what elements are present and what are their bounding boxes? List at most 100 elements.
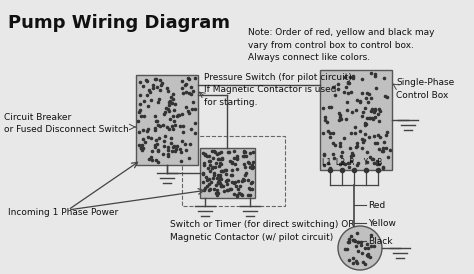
Point — [238, 193, 246, 197]
Point — [168, 149, 176, 153]
Point — [179, 79, 186, 83]
Point — [179, 124, 187, 129]
Point — [368, 109, 375, 113]
Point — [216, 173, 223, 177]
Point — [336, 115, 343, 119]
Point — [336, 112, 344, 117]
Point — [230, 192, 238, 196]
Point — [137, 101, 144, 106]
Point — [363, 115, 371, 120]
Point — [141, 139, 148, 144]
Point — [379, 149, 386, 153]
Point — [249, 150, 256, 155]
Point — [167, 136, 174, 140]
Point — [337, 144, 344, 149]
Point — [361, 262, 368, 266]
Point — [336, 111, 343, 115]
Point — [144, 129, 151, 133]
Point — [167, 95, 174, 99]
Point — [137, 108, 144, 112]
Point — [228, 160, 236, 164]
Point — [234, 167, 241, 171]
Point — [191, 121, 199, 125]
Point — [160, 139, 167, 143]
Point — [233, 157, 240, 161]
Point — [376, 109, 384, 113]
Point — [188, 107, 195, 111]
Point — [178, 85, 185, 90]
Point — [346, 75, 354, 79]
Point — [137, 145, 145, 150]
Point — [149, 83, 156, 87]
Point — [223, 178, 231, 182]
Text: Incoming 1 Phase Power: Incoming 1 Phase Power — [8, 208, 118, 217]
Point — [381, 140, 388, 144]
Text: Yellow: Yellow — [368, 218, 396, 227]
Point — [347, 130, 355, 135]
Point — [372, 107, 379, 111]
Point — [144, 104, 151, 108]
Point — [367, 71, 375, 76]
Point — [368, 106, 376, 111]
Point — [359, 259, 367, 264]
Point — [241, 165, 249, 169]
Point — [191, 107, 199, 112]
Point — [155, 149, 162, 154]
Point — [186, 156, 193, 160]
Point — [187, 92, 195, 96]
Point — [240, 149, 247, 153]
Point — [363, 241, 371, 246]
Point — [330, 156, 338, 160]
Point — [214, 181, 222, 185]
Point — [185, 111, 193, 115]
Point — [329, 141, 337, 145]
Point — [232, 184, 240, 189]
Point — [365, 116, 373, 121]
Point — [168, 124, 176, 128]
Text: Pump Wiring Diagram: Pump Wiring Diagram — [8, 14, 230, 32]
Point — [169, 114, 176, 119]
Point — [338, 150, 346, 154]
Point — [228, 173, 235, 177]
Point — [152, 138, 160, 142]
Point — [164, 152, 172, 156]
Point — [217, 162, 225, 166]
Point — [374, 133, 382, 138]
Point — [367, 96, 374, 101]
Point — [164, 148, 172, 152]
Point — [151, 143, 159, 147]
Point — [383, 129, 391, 134]
Point — [154, 99, 161, 104]
Point — [365, 92, 373, 96]
Point — [357, 239, 365, 244]
Point — [157, 83, 164, 87]
Point — [203, 153, 211, 158]
Point — [378, 149, 385, 153]
Point — [365, 135, 373, 140]
Point — [249, 179, 256, 184]
Point — [168, 101, 175, 105]
Point — [169, 126, 177, 131]
Point — [135, 118, 142, 123]
Point — [161, 110, 169, 115]
Point — [164, 107, 172, 111]
Point — [137, 146, 145, 150]
Point — [358, 91, 365, 95]
Point — [139, 84, 147, 88]
Point — [358, 114, 366, 118]
Point — [156, 87, 164, 92]
Point — [345, 81, 353, 85]
Point — [383, 133, 390, 137]
Point — [228, 168, 236, 172]
Circle shape — [338, 226, 382, 270]
Point — [381, 94, 389, 98]
Point — [367, 244, 375, 248]
Point — [138, 147, 146, 152]
Point — [165, 102, 173, 107]
Point — [341, 247, 348, 252]
Point — [213, 188, 220, 192]
Point — [375, 162, 383, 167]
Point — [361, 132, 369, 136]
Point — [349, 238, 356, 242]
Point — [348, 110, 356, 115]
